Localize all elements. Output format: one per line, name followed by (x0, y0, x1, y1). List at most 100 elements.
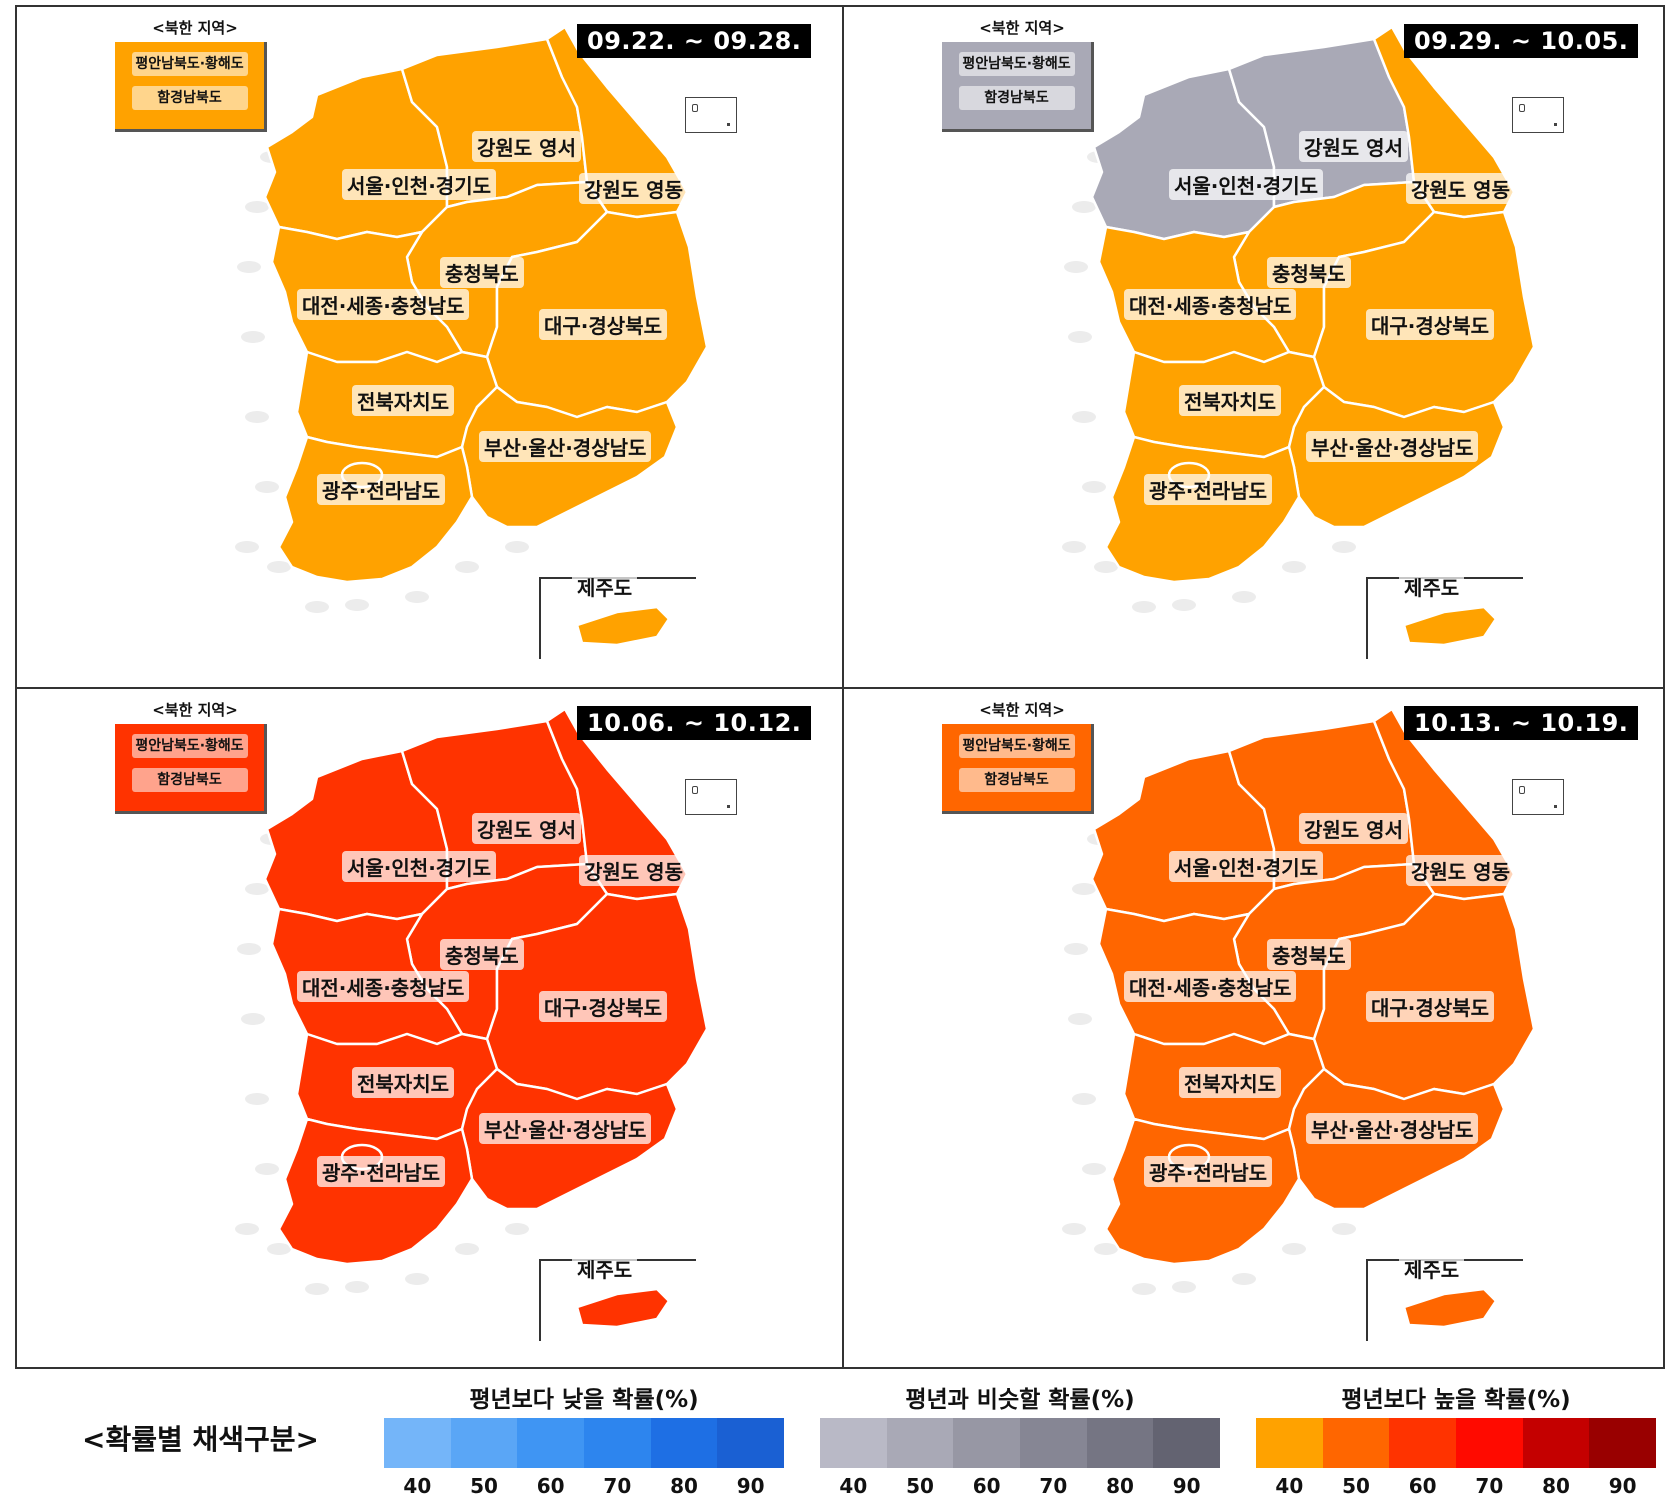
north-korea-region: 함경남북도 (131, 86, 248, 110)
legend-swatch (1389, 1418, 1457, 1468)
korea-map (235, 707, 709, 1329)
north-korea-region: 평안남북도·황해도 (131, 734, 248, 758)
legend-swatch (1589, 1418, 1657, 1468)
legend-swatch (717, 1418, 785, 1468)
island-shape (345, 1281, 369, 1293)
region-label-gangwon-east: 강원도 영동 (1406, 855, 1515, 886)
region-gwangju (277, 1117, 474, 1266)
island-shape (1064, 261, 1088, 273)
north-korea-fill: 평안남북도·황해도 함경남북도 (115, 42, 267, 132)
island-shape (1332, 541, 1356, 553)
region-jeju (1402, 605, 1498, 647)
island-shape (1282, 561, 1306, 573)
island-shape (505, 1223, 529, 1235)
region-label-jeju: 제주도 (572, 571, 638, 602)
dokdo-inset (1512, 779, 1564, 815)
period-badge: 10.06. ~ 10.12. (577, 706, 812, 740)
island-shape (245, 883, 269, 895)
island-shape (235, 1223, 259, 1235)
region-label-seoul: 서울·인천·경기도 (342, 851, 496, 882)
island-shape (505, 541, 529, 553)
region-label-gangwon-west: 강원도 영서 (472, 131, 581, 162)
region-label-gangwon-west: 강원도 영서 (472, 813, 581, 844)
region-label-chungbuk: 충청북도 (440, 939, 524, 970)
region-label-daegu: 대구·경상북도 (539, 309, 667, 340)
island-shape (1072, 411, 1096, 423)
island-shape (455, 1243, 479, 1255)
map-grid (15, 5, 1665, 1369)
korea-map (1062, 707, 1536, 1329)
region-label-seoul: 서울·인천·경기도 (1169, 851, 1323, 882)
region-label-gwangju: 광주·전라남도 (317, 1156, 445, 1187)
island-shape (1082, 1163, 1106, 1175)
island-shape (1068, 1013, 1092, 1025)
island-shape (1094, 1243, 1118, 1255)
island-shape (1068, 331, 1092, 343)
region-label-gangwon-east: 강원도 영동 (1406, 173, 1515, 204)
north-korea-title: <북한 지역> (979, 19, 1065, 37)
island-shape (1064, 943, 1088, 955)
island-shape (305, 1283, 329, 1295)
ulleungdo-icon (1519, 786, 1525, 794)
island-shape (405, 1273, 429, 1285)
legend-swatch (450, 1418, 518, 1468)
legend-tick-label: 40 (839, 1474, 868, 1498)
period-badge: 10.13. ~ 10.19. (1404, 706, 1639, 740)
island-shape (1072, 1093, 1096, 1105)
legend-tick-label: 70 (1475, 1474, 1504, 1498)
legend-tick-label: 60 (536, 1474, 565, 1498)
legend-tick-label: 60 (972, 1474, 1001, 1498)
region-label-jeonbuk: 전북자치도 (1179, 385, 1281, 416)
north-korea-fill: 평안남북도·황해도 함경남북도 (942, 42, 1094, 132)
north-korea-region: 평안남북도·황해도 (958, 734, 1075, 758)
region-label-daejeon: 대전·세종·충청남도 (297, 971, 470, 1002)
legend-tick-label: 80 (1106, 1474, 1134, 1498)
region-label-busan: 부산·울산·경상남도 (1306, 431, 1479, 462)
legend-swatch (886, 1418, 954, 1468)
north-korea-region: 함경남북도 (958, 86, 1075, 110)
island-shape (1332, 1223, 1356, 1235)
region-jeju (575, 605, 671, 647)
region-label-daejeon: 대전·세종·충청남도 (1124, 289, 1297, 320)
legend-tick-label: 50 (470, 1474, 498, 1498)
region-label-daegu: 대구·경상북도 (1366, 309, 1494, 340)
legend-group: 평년보다 낮을 확률(%) 40 50 60 70 80 90 (384, 1380, 785, 1498)
legend-swatch (1153, 1418, 1221, 1468)
island-shape (245, 411, 269, 423)
region-gwangju (1104, 435, 1301, 584)
region-label-daejeon: 대전·세종·충청남도 (297, 289, 470, 320)
region-label-seoul: 서울·인천·경기도 (1169, 169, 1323, 200)
region-jeju (1402, 1287, 1498, 1329)
legend-tick-label: 60 (1408, 1474, 1437, 1498)
legend-tick-label: 50 (1342, 1474, 1370, 1498)
dokdo-inset (1512, 97, 1564, 133)
region-label-chungbuk: 충청북도 (1267, 939, 1351, 970)
dokdo-icon (727, 805, 730, 808)
region-label-gangwon-west: 강원도 영서 (1299, 813, 1408, 844)
island-shape (305, 601, 329, 613)
region-label-busan: 부산·울산·경상남도 (479, 431, 652, 462)
legend-swatch (650, 1418, 718, 1468)
legend-color-bar (820, 1418, 1221, 1468)
legend-color-bar (384, 1418, 785, 1468)
legend-tick-label: 70 (1039, 1474, 1068, 1498)
forecast-panel: <북한 지역> 평안남북도·황해도 함경남북도 09.29. ~ 10.05. 강원도 … (844, 7, 1667, 685)
legend-ticks: 40 50 60 70 80 90 (384, 1468, 784, 1498)
island-shape (1062, 1223, 1086, 1235)
island-shape (1082, 481, 1106, 493)
north-korea-box: <북한 지역> 평안남북도·황해도 함경남북도 (942, 17, 1102, 132)
ulleungdo-icon (1519, 104, 1525, 112)
north-korea-title: <북한 지역> (979, 701, 1065, 719)
north-korea-fill: 평안남북도·황해도 함경남북도 (942, 724, 1094, 814)
legend-tick-label: 90 (736, 1474, 765, 1498)
north-korea-box: <북한 지역> 평안남북도·황해도 함경남북도 (115, 699, 275, 814)
island-shape (1172, 599, 1196, 611)
region-label-daegu: 대구·경상북도 (1366, 991, 1494, 1022)
forecast-panel: <북한 지역> 평안남북도·황해도 함경남북도 10.06. ~ 10.12. 강원도 … (17, 689, 840, 1367)
region-label-gangwon-west: 강원도 영서 (1299, 131, 1408, 162)
legend-swatch (1522, 1418, 1590, 1468)
legend-swatch (1322, 1418, 1390, 1468)
dokdo-inset (685, 779, 737, 815)
north-korea-title: <북한 지역> (152, 19, 238, 37)
island-shape (1172, 1281, 1196, 1293)
